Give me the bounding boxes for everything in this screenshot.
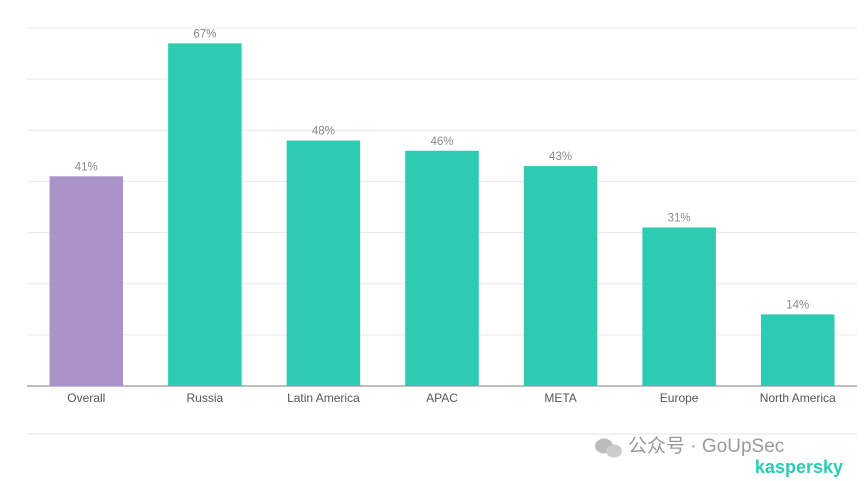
value-label: 14%	[786, 299, 809, 311]
x-tick-label: Overall	[67, 391, 105, 405]
bar	[405, 150, 479, 386]
x-tick-label: APAC	[426, 391, 458, 405]
bar	[168, 43, 242, 386]
bar	[49, 176, 124, 386]
bar	[760, 314, 835, 386]
value-label: 31%	[668, 212, 691, 224]
value-label: 43%	[549, 151, 572, 163]
watermark-icon	[595, 438, 622, 458]
x-tick-label: META	[544, 391, 576, 405]
value-label: 41%	[75, 161, 98, 173]
x-tick-label: Europe	[660, 391, 699, 405]
x-tick-label: Russia	[187, 391, 224, 405]
value-label: 67%	[193, 28, 216, 40]
value-label: 46%	[430, 136, 453, 148]
bar	[523, 166, 598, 386]
x-tick-label: North America	[760, 391, 836, 405]
bar	[642, 227, 716, 386]
watermark: 公众号 · GoUpSec	[628, 435, 784, 457]
x-tick-label: Latin America	[287, 391, 360, 405]
value-label: 48%	[312, 126, 335, 138]
bar	[286, 140, 361, 386]
logo: kaspersky	[755, 457, 843, 477]
